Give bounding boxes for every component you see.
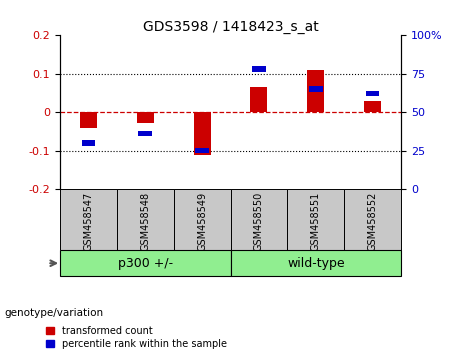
Bar (252, 67, 266, 72)
Bar (230, 189, 287, 250)
Bar (82, 140, 95, 145)
Text: GSM458551: GSM458551 (311, 192, 321, 251)
Text: GSM458548: GSM458548 (140, 192, 150, 251)
Text: GSM458552: GSM458552 (367, 192, 378, 251)
Bar (195, 148, 209, 153)
Bar (194, 112, 211, 155)
Title: GDS3598 / 1418423_s_at: GDS3598 / 1418423_s_at (142, 21, 319, 34)
Bar (136, 112, 154, 123)
Bar (60, 189, 117, 250)
Bar (60, 250, 230, 276)
Bar (80, 112, 97, 127)
Bar (307, 70, 324, 112)
Bar (366, 91, 379, 96)
Text: genotype/variation: genotype/variation (5, 308, 104, 318)
Bar (287, 189, 344, 250)
Text: GSM458549: GSM458549 (197, 192, 207, 251)
Bar (250, 87, 267, 112)
Text: GSM458547: GSM458547 (83, 192, 94, 251)
Bar (364, 101, 381, 112)
Bar (138, 131, 152, 136)
Bar (230, 250, 401, 276)
Text: p300 +/-: p300 +/- (118, 257, 173, 270)
Text: wild-type: wild-type (287, 257, 344, 270)
Bar (117, 189, 174, 250)
Legend: transformed count, percentile rank within the sample: transformed count, percentile rank withi… (47, 326, 227, 349)
Text: GSM458550: GSM458550 (254, 192, 264, 251)
Bar (344, 189, 401, 250)
Bar (309, 86, 323, 92)
Bar (174, 189, 230, 250)
